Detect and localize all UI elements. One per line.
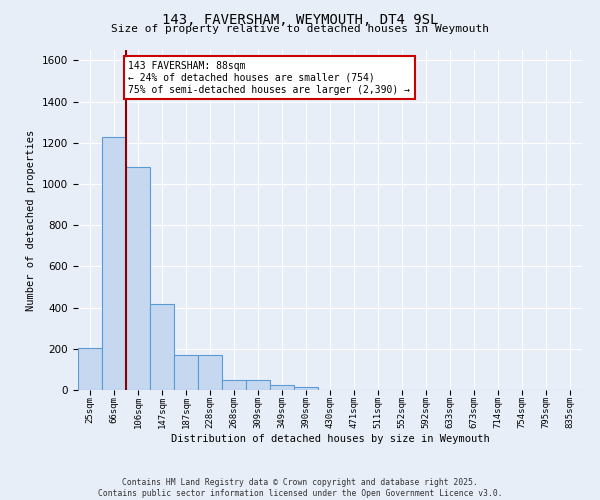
- Text: 143 FAVERSHAM: 88sqm
← 24% of detached houses are smaller (754)
75% of semi-deta: 143 FAVERSHAM: 88sqm ← 24% of detached h…: [128, 62, 410, 94]
- Bar: [222, 380, 246, 390]
- Y-axis label: Number of detached properties: Number of detached properties: [26, 130, 37, 310]
- Bar: [174, 355, 198, 390]
- Bar: [294, 387, 318, 390]
- X-axis label: Distribution of detached houses by size in Weymouth: Distribution of detached houses by size …: [170, 434, 490, 444]
- Bar: [198, 355, 222, 390]
- Bar: [102, 136, 126, 390]
- Text: 143, FAVERSHAM, WEYMOUTH, DT4 9SL: 143, FAVERSHAM, WEYMOUTH, DT4 9SL: [162, 12, 438, 26]
- Bar: [150, 304, 174, 390]
- Text: Contains HM Land Registry data © Crown copyright and database right 2025.
Contai: Contains HM Land Registry data © Crown c…: [98, 478, 502, 498]
- Bar: [270, 385, 294, 390]
- Bar: [126, 168, 150, 390]
- Bar: [246, 380, 270, 390]
- Bar: [78, 348, 102, 390]
- Text: Size of property relative to detached houses in Weymouth: Size of property relative to detached ho…: [111, 24, 489, 34]
